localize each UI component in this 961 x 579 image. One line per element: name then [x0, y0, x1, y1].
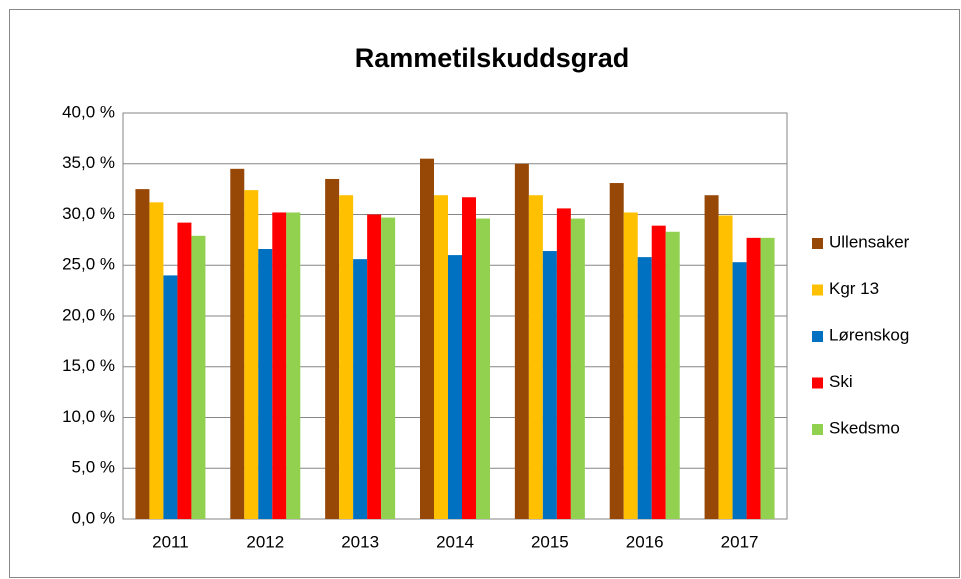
- bar: [258, 249, 273, 519]
- bar: [623, 212, 638, 519]
- y-tick-label: 25,0 %: [62, 255, 115, 274]
- x-tick-label: 2016: [626, 532, 664, 551]
- legend-swatch: [812, 284, 823, 296]
- legend-label: Skedsmo: [829, 418, 900, 437]
- chart-title: Rammetilskuddsgrad: [355, 43, 630, 73]
- bar: [177, 222, 192, 519]
- y-tick-label: 5,0 %: [72, 458, 115, 477]
- bar: [746, 237, 761, 519]
- bar: [272, 212, 287, 519]
- bar: [163, 275, 178, 519]
- bar: [230, 168, 245, 519]
- y-tick-label: 15,0 %: [62, 356, 115, 375]
- bar: [514, 163, 529, 519]
- bar: [665, 231, 680, 519]
- x-tick-label: 2017: [721, 532, 759, 551]
- y-tick-label: 30,0 %: [62, 204, 115, 223]
- bar: [135, 189, 150, 519]
- bar: [420, 158, 434, 520]
- bar: [718, 215, 733, 519]
- bar: [570, 218, 585, 519]
- bar: [381, 217, 396, 520]
- bar: [462, 197, 476, 519]
- bar: [760, 237, 775, 519]
- bar: [651, 225, 666, 520]
- legend-label: Ullensaker: [829, 232, 910, 251]
- y-tick-label: 0,0 %: [72, 508, 115, 527]
- y-tick-label: 40,0 %: [62, 102, 115, 121]
- legend-swatch: [812, 377, 823, 389]
- bar: [704, 195, 719, 519]
- bar: [542, 251, 557, 520]
- bar: [609, 183, 624, 519]
- bar: [528, 195, 543, 519]
- x-tick-label: 2015: [531, 532, 569, 551]
- x-tick-label: 2013: [341, 532, 379, 551]
- bar: [191, 235, 206, 519]
- bar: [286, 212, 301, 519]
- legend-label: Lørenskog: [829, 325, 909, 344]
- bar: [556, 208, 571, 519]
- x-tick-label: 2012: [246, 532, 284, 551]
- bar: [353, 259, 368, 519]
- legend-label: Ski: [829, 372, 853, 391]
- bar: [244, 190, 259, 519]
- bar: [434, 195, 448, 519]
- bar: [325, 178, 340, 519]
- legend-swatch: [812, 424, 823, 435]
- legend-swatch: [812, 331, 823, 342]
- bar: [448, 255, 462, 519]
- legend-label: Kgr 13: [829, 279, 879, 298]
- x-tick-label: 2014: [436, 532, 474, 551]
- y-tick-label: 10,0 %: [62, 407, 115, 426]
- bar: [367, 214, 382, 519]
- y-tick-label: 35,0 %: [62, 153, 115, 172]
- bar: [476, 218, 490, 519]
- bar: [339, 195, 354, 519]
- y-tick-label: 20,0 %: [62, 305, 115, 324]
- bar: [732, 262, 747, 519]
- bar: [637, 257, 652, 519]
- bar: [149, 202, 164, 519]
- legend-swatch: [812, 238, 823, 249]
- x-tick-label: 2011: [152, 532, 189, 551]
